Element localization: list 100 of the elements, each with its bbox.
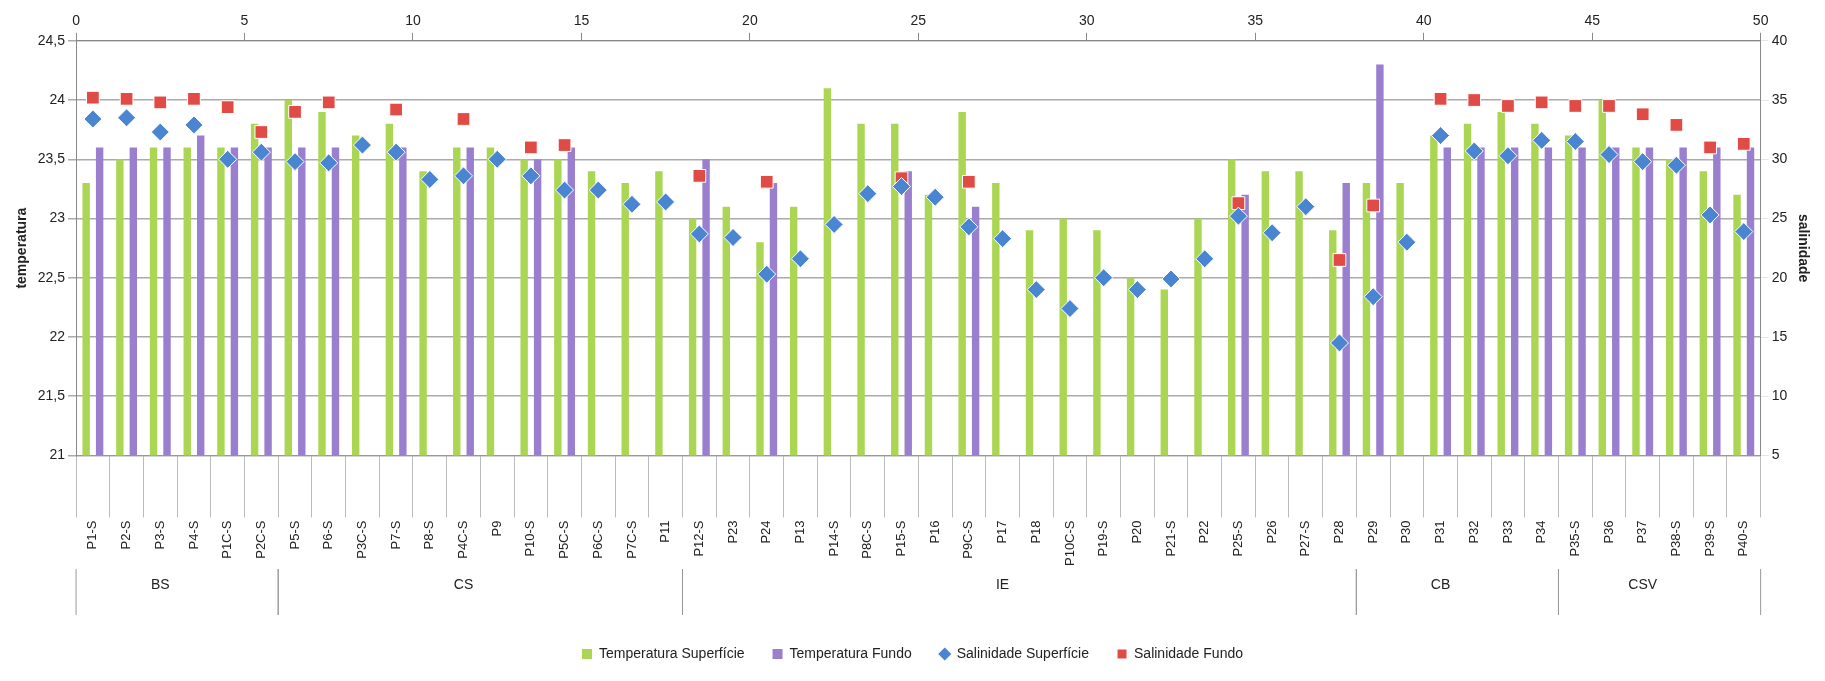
x-tick-label: P32 [1465, 520, 1481, 544]
point [251, 142, 271, 162]
point [454, 166, 473, 186]
point [824, 214, 844, 234]
point [487, 149, 507, 169]
point [1498, 146, 1518, 166]
point [456, 112, 471, 126]
y2-tick-label: 5 [1771, 446, 1780, 463]
point [254, 125, 269, 139]
point [1464, 141, 1484, 161]
y2-tick-label: 10 [1771, 387, 1788, 404]
point [1633, 152, 1653, 172]
x-tick-label: P6-S [320, 520, 336, 550]
point [962, 174, 976, 189]
x-tick-label: P5-S [286, 520, 302, 550]
x-tick-label: P26 [1263, 520, 1279, 544]
point [117, 108, 137, 128]
point [692, 169, 707, 183]
y2-tick-label: 20 [1771, 268, 1788, 285]
x-tick-label: P14-S [825, 520, 841, 557]
point [1363, 287, 1383, 307]
point [790, 249, 810, 269]
point [1161, 269, 1181, 289]
annotation: CS [453, 575, 474, 592]
point [656, 192, 676, 212]
x-tick-label: P38-S [1667, 520, 1683, 557]
annotation: IE [995, 575, 1010, 592]
point [588, 180, 608, 200]
x-tick-label: P37 [1634, 520, 1650, 544]
x2-tick-label: 50 [1752, 12, 1769, 29]
legend-label: Temperatura Fundo [789, 644, 912, 661]
point [288, 105, 302, 119]
point [1228, 206, 1248, 226]
point [557, 138, 572, 152]
point [759, 174, 774, 189]
point [1700, 205, 1720, 225]
point [723, 227, 743, 247]
x-tick-label: P33 [1499, 520, 1515, 544]
y-axis-title: temperatura [13, 207, 30, 289]
point [1467, 93, 1482, 107]
point [1501, 99, 1515, 113]
point [153, 95, 168, 110]
point [184, 115, 204, 135]
x-tick-label: P2C-S [252, 520, 268, 559]
point [891, 177, 911, 197]
point [1026, 280, 1046, 300]
x-tick-label: P3-S [151, 520, 167, 550]
point [1532, 130, 1552, 150]
x-tick-label: P7-S [387, 520, 403, 550]
point [1431, 126, 1451, 146]
x-tick-label: P15-S [893, 520, 909, 557]
y-tick-label: 21 [49, 446, 66, 463]
y-tick-label: 23 [49, 209, 66, 226]
point [925, 187, 945, 207]
x-tick-label: P25-S [1229, 520, 1245, 557]
x2-tick-label: 15 [573, 12, 590, 29]
point [1635, 107, 1650, 122]
point [1366, 198, 1381, 213]
x-tick-label: P21-S [1162, 520, 1178, 557]
y2-tick-label: 35 [1771, 90, 1788, 107]
x-tick-label: P10-S [522, 520, 538, 557]
x-tick-label: P28 [1331, 520, 1347, 544]
x2-tick-label: 0 [72, 12, 81, 29]
point [83, 109, 103, 129]
point [1195, 249, 1215, 269]
x-tick-label: P1C-S [219, 520, 235, 559]
point [524, 140, 538, 155]
point [386, 142, 406, 162]
point [1602, 99, 1616, 113]
point [622, 194, 642, 214]
point [218, 149, 238, 169]
legend-label: Temperatura Superfície [599, 644, 745, 661]
x-tick-label: P4-S [185, 520, 201, 550]
x-tick-label: P39-S [1701, 520, 1717, 557]
x-tick-label: P16 [926, 520, 942, 544]
point [555, 180, 575, 200]
x-tick-label: P40-S [1735, 520, 1751, 557]
x-tick-label: P4C-S [455, 520, 471, 559]
legend-label: Salinidade Superfície [956, 644, 1090, 661]
point [1094, 268, 1114, 288]
y2-tick-label: 25 [1771, 209, 1788, 226]
x-tick-label: P34 [1533, 520, 1549, 544]
point [150, 122, 170, 142]
point [321, 95, 336, 110]
y-tick-label: 22,5 [37, 268, 66, 285]
point [1565, 132, 1585, 152]
x2-tick-label: 10 [405, 12, 421, 29]
x-tick-label: P31 [1432, 520, 1448, 544]
x-tick-label: P3C-S [354, 520, 369, 559]
x-tick-label: P30 [1398, 520, 1414, 544]
x-tick-label: P8-S [421, 520, 437, 550]
y-tick-label: 22 [49, 327, 66, 344]
x-tick-label: P8C-S [859, 520, 875, 559]
point [1736, 137, 1751, 151]
point [119, 91, 134, 106]
point [521, 166, 541, 186]
point [1734, 222, 1754, 242]
point [757, 264, 777, 284]
point [1669, 118, 1684, 132]
point [1231, 196, 1246, 210]
